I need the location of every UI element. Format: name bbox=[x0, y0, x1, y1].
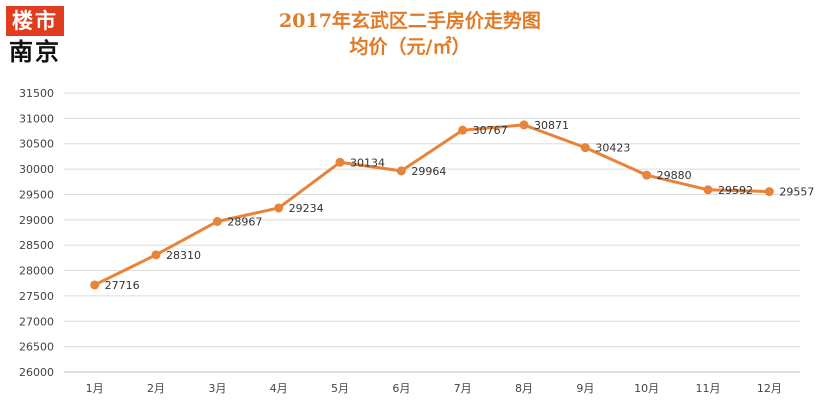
data-label: 29557 bbox=[779, 186, 814, 199]
chart-subtitle: 均价（元/㎡） bbox=[349, 36, 471, 58]
data-point bbox=[396, 166, 406, 176]
grid-lines bbox=[64, 92, 800, 373]
data-label: 29592 bbox=[718, 184, 753, 197]
x-tick-label: 3月 bbox=[208, 382, 226, 395]
data-label: 30423 bbox=[595, 142, 630, 155]
x-tick-label: 7月 bbox=[454, 382, 472, 395]
x-tick-label: 5月 bbox=[331, 382, 349, 395]
x-tick-label: 1月 bbox=[86, 382, 104, 395]
x-tick-label: 2月 bbox=[147, 382, 165, 395]
data-label: 29964 bbox=[411, 165, 446, 178]
data-label: 29234 bbox=[289, 202, 324, 215]
data-labels: 27716 28310 28967 29234 30134 29964 30767 30871… bbox=[105, 119, 815, 292]
y-tick-label: 29000 bbox=[19, 214, 54, 227]
data-point bbox=[90, 280, 100, 290]
x-tick-label: 8月 bbox=[515, 382, 533, 395]
data-point bbox=[764, 187, 774, 197]
y-tick-label: 26000 bbox=[19, 366, 54, 379]
data-point bbox=[642, 170, 652, 180]
brand-logo: 楼市 南京 bbox=[6, 6, 64, 68]
chart-title: 2017年玄武区二手房价走势图 bbox=[279, 10, 541, 32]
data-point bbox=[519, 120, 529, 130]
y-tick-label: 31000 bbox=[19, 112, 54, 125]
x-tick-label: 6月 bbox=[392, 382, 410, 395]
data-point bbox=[335, 157, 345, 167]
x-tick-label: 11月 bbox=[696, 382, 721, 395]
x-tick-label: 12月 bbox=[757, 382, 782, 395]
data-label: 27716 bbox=[105, 279, 140, 292]
y-tick-label: 28000 bbox=[19, 265, 54, 278]
data-point bbox=[458, 125, 468, 135]
data-label: 30134 bbox=[350, 156, 385, 169]
logo-bottom-text: 南京 bbox=[9, 37, 61, 66]
data-label: 30871 bbox=[534, 119, 569, 132]
y-tick-label: 30000 bbox=[19, 163, 54, 176]
y-axis-ticks: 26000 26500 27000 27500 28000 28500 29000 29500… bbox=[19, 87, 54, 379]
series-layer bbox=[90, 120, 774, 290]
data-point bbox=[703, 185, 713, 195]
data-point bbox=[212, 216, 222, 226]
data-point bbox=[274, 203, 284, 213]
y-tick-label: 28500 bbox=[19, 239, 54, 252]
y-tick-label: 29500 bbox=[19, 188, 54, 201]
data-point bbox=[580, 143, 590, 153]
logo-top-text: 楼市 bbox=[6, 6, 64, 36]
data-point bbox=[151, 250, 161, 260]
y-tick-label: 27500 bbox=[19, 290, 54, 303]
data-label: 30767 bbox=[473, 124, 508, 137]
y-tick-label: 31500 bbox=[19, 87, 54, 100]
data-label: 28310 bbox=[166, 249, 201, 262]
x-tick-label: 9月 bbox=[576, 382, 594, 395]
series-line bbox=[94, 123, 770, 287]
y-tick-label: 30500 bbox=[19, 138, 54, 151]
x-tick-label: 4月 bbox=[270, 382, 288, 395]
data-label: 28967 bbox=[227, 215, 262, 228]
data-label: 29880 bbox=[657, 169, 692, 182]
y-tick-label: 27000 bbox=[19, 315, 54, 328]
x-axis-ticks: 1月 2月 3月 4月 5月 6月 7月 8月 9月 10月 11月 12月 bbox=[86, 382, 782, 395]
y-tick-label: 26500 bbox=[19, 341, 54, 354]
chart-title-block: 2017年玄武区二手房价走势图 均价（元/㎡） bbox=[160, 8, 660, 60]
x-tick-label: 10月 bbox=[634, 382, 659, 395]
